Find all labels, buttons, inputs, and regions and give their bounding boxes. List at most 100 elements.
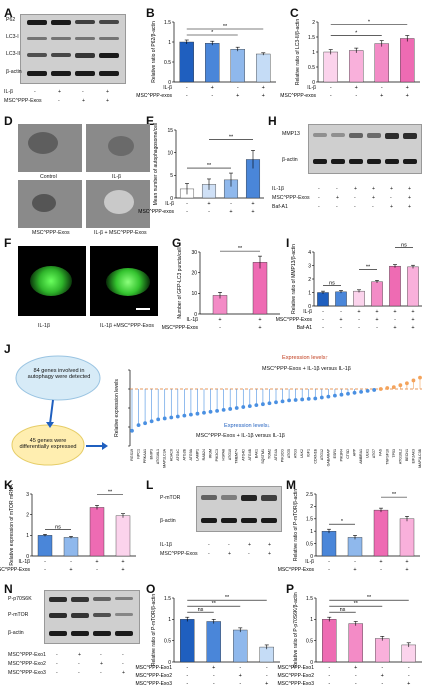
blot-image-h [308, 124, 422, 174]
sign: + [408, 186, 412, 192]
y-tick-label: 2.5 [306, 492, 313, 498]
sign: + [390, 186, 394, 192]
gene-label: APP [353, 448, 357, 456]
condition-sign: - [358, 325, 360, 331]
y-tick-label: 5 [170, 173, 173, 179]
condition-sign: - [358, 317, 360, 323]
blot-h-cond-label: MSC^PPP-Exos [272, 195, 310, 201]
blot-a-row-label: β-actin [6, 69, 22, 75]
condition-sign: - [230, 201, 232, 207]
gene-point [346, 391, 350, 396]
condition-label: MSC^PPP-Exos [162, 325, 199, 331]
sign: + [268, 542, 272, 548]
sig-label: ** [354, 601, 359, 607]
gene-point [359, 389, 363, 394]
gene-label: SQSTM1 [261, 449, 265, 464]
panel-label-F: F [4, 236, 12, 250]
panel-label-N: N [4, 582, 13, 596]
condition-sign: + [251, 209, 254, 215]
y-tick-label: 1 [310, 529, 313, 535]
sign: - [318, 204, 320, 210]
condition-sign: + [411, 309, 414, 315]
sign: - [354, 195, 356, 201]
condition-sign: + [95, 559, 98, 565]
bar-chart-i: 0 1 2 3 4 Relative ratio of MMP13/β-actin ns **… [276, 243, 422, 331]
condition-sign: - [266, 673, 268, 679]
blot-h-cond-label: IL-1β [272, 186, 284, 192]
gene-point [169, 415, 174, 420]
condition-sign: - [70, 559, 72, 565]
sig-label: ** [229, 134, 234, 140]
bar [389, 265, 401, 307]
condition-label: MSC^PPP-Exos [278, 567, 315, 573]
micrograph-il-beta [86, 124, 150, 172]
gene-label: ATG3 [294, 449, 298, 458]
gene-point [136, 423, 141, 427]
condition-sign: - [213, 673, 215, 679]
condition-sign: + [354, 665, 357, 671]
panel-label-P: P [286, 582, 295, 596]
gene-point [221, 408, 226, 412]
condition-sign: - [355, 93, 357, 99]
sign: - [122, 652, 124, 658]
gene-point [228, 407, 233, 411]
y-tick-label: 15 [167, 128, 173, 134]
gene-point [267, 401, 272, 406]
sign: + [82, 98, 86, 104]
condition-sign: + [406, 85, 409, 91]
sign: + [228, 551, 232, 557]
gene-point [261, 402, 265, 407]
condition-sign: + [375, 317, 378, 323]
condition-label: IL-β [307, 85, 316, 91]
y-tick-label: 2 [308, 277, 311, 283]
condition-label: IL-β [303, 309, 312, 315]
condition-sign: + [251, 201, 254, 207]
bar [335, 291, 347, 307]
gene-label: ATG4C [176, 449, 180, 461]
blot-n-row-label: β-actin [8, 630, 24, 636]
condition-sign: + [380, 93, 383, 99]
gene-point [156, 417, 161, 422]
condition-sign: + [406, 93, 409, 99]
gene-point [306, 396, 311, 401]
sign: + [390, 204, 394, 210]
gene-point [339, 392, 344, 397]
gene-label: GABARAP [326, 448, 330, 466]
gene-label: PRKAA1 [143, 449, 147, 463]
gene-label: ATG2B [182, 448, 186, 460]
sign: + [354, 186, 358, 192]
gene-label: IRGM [209, 449, 213, 458]
gene-label: ATG16L1 [156, 449, 160, 464]
flow-box-2: 45 genes were differentially expressed [19, 438, 77, 450]
sign: + [58, 89, 62, 95]
micrograph-exos [18, 180, 82, 228]
sign: - [58, 98, 60, 104]
y-axis-label: Relative ratio of MMP13/β-actin [291, 244, 297, 314]
sig-label: * [211, 30, 214, 36]
condition-sign: - [381, 665, 383, 671]
sign: - [354, 204, 356, 210]
scale-bar [136, 308, 150, 310]
condition-sign: - [376, 325, 378, 331]
blot-a-cond-label: MSC^PPP-Exos [4, 98, 42, 104]
y-tick-label: 2 [310, 504, 313, 510]
condition-sign: + [393, 325, 396, 331]
condition-sign: - [44, 567, 46, 573]
y-tick-label: 1 [308, 290, 311, 296]
y-tick-label: 0.5 [306, 541, 313, 547]
gene-label: ESR1 [333, 449, 337, 458]
sig-label: ns [198, 607, 204, 613]
condition-sign: - [237, 85, 239, 91]
sig-label: * [368, 20, 371, 26]
sign: + [408, 204, 412, 210]
sig-label: ** [366, 264, 371, 270]
condition-label: IL-1β [187, 317, 199, 323]
sig-label: ** [108, 489, 113, 495]
micrograph-label: MSC^PPP-Exos [32, 230, 70, 236]
y-tick-label: 10 [191, 291, 197, 297]
sig-label: ns [55, 524, 61, 530]
bar [407, 266, 419, 307]
condition-sign: - [340, 325, 342, 331]
condition-sign: + [405, 567, 408, 573]
bar [259, 646, 274, 663]
